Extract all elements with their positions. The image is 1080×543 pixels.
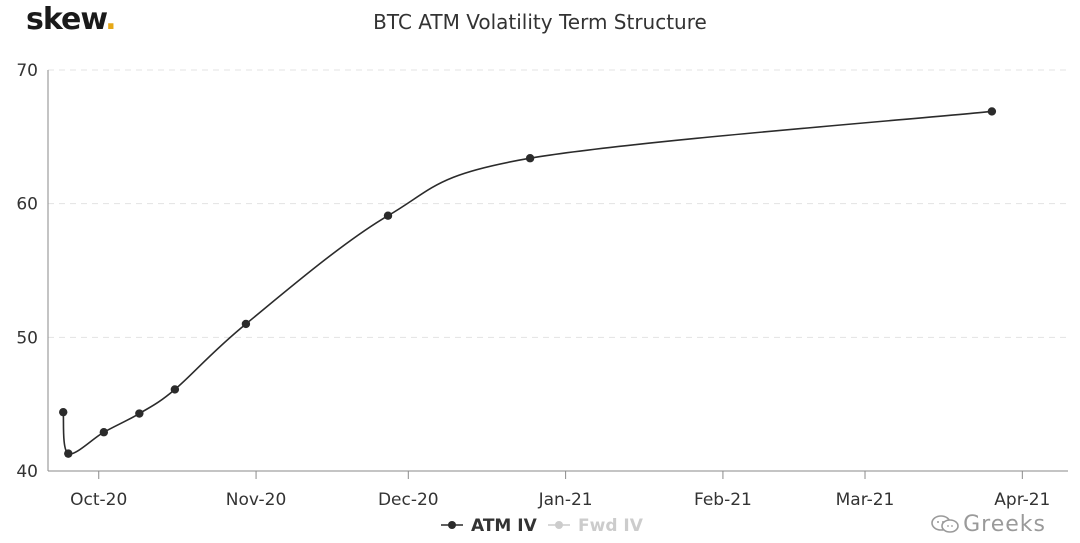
watermark: Greeks	[931, 512, 1046, 537]
data-point[interactable]	[59, 407, 68, 417]
data-point[interactable]	[383, 211, 393, 220]
series-line-atm-iv	[62, 110, 992, 455]
y-tick-label: 70	[16, 61, 38, 81]
x-tick-label: Nov-20	[226, 490, 287, 510]
y-axis-ticks: 40 50 60 70	[16, 61, 38, 482]
logo-dot: .	[105, 2, 116, 37]
data-point[interactable]	[987, 107, 997, 116]
chat-bubbles-icon	[931, 515, 959, 533]
y-tick-label: 40	[16, 462, 38, 482]
legend[interactable]: ATM IV Fwd IV	[441, 516, 644, 536]
y-tick-label: 50	[16, 328, 38, 348]
legend-item-atm-iv[interactable]: ATM IV	[441, 516, 538, 536]
x-tick-label: Jan-21	[538, 490, 593, 510]
data-point[interactable]	[99, 428, 109, 437]
axes	[47, 70, 1068, 472]
y-tick-label: 60	[16, 195, 38, 215]
data-point[interactable]	[170, 385, 180, 394]
x-tick-label: Feb-21	[694, 490, 752, 510]
skew-logo: skew.	[26, 2, 117, 37]
x-tick-label: Oct-20	[70, 490, 127, 510]
data-point[interactable]	[135, 409, 144, 418]
data-point[interactable]	[64, 449, 73, 458]
legend-label: ATM IV	[471, 516, 538, 536]
x-tick-label: Dec-20	[378, 490, 439, 510]
data-point[interactable]	[241, 319, 251, 329]
data-point[interactable]	[525, 154, 535, 163]
legend-swatch-marker	[448, 521, 456, 529]
chart-title: BTC ATM Volatility Term Structure	[373, 10, 707, 34]
legend-label: Fwd IV	[578, 516, 644, 536]
watermark-text: Greeks	[963, 512, 1046, 537]
x-tick-label: Apr-21	[994, 490, 1050, 510]
series-layer	[59, 107, 997, 458]
grid-lines	[48, 69, 1068, 338]
logo-text: skew	[26, 2, 106, 37]
x-axis-ticks: Oct-20 Nov-20 Dec-20 Jan-21 Feb-21 Mar-21 Apr-…	[70, 471, 1050, 510]
x-tick-label: Mar-21	[836, 490, 895, 510]
legend-swatch-marker	[555, 521, 563, 529]
legend-item-fwd-iv[interactable]: Fwd IV	[548, 516, 644, 536]
